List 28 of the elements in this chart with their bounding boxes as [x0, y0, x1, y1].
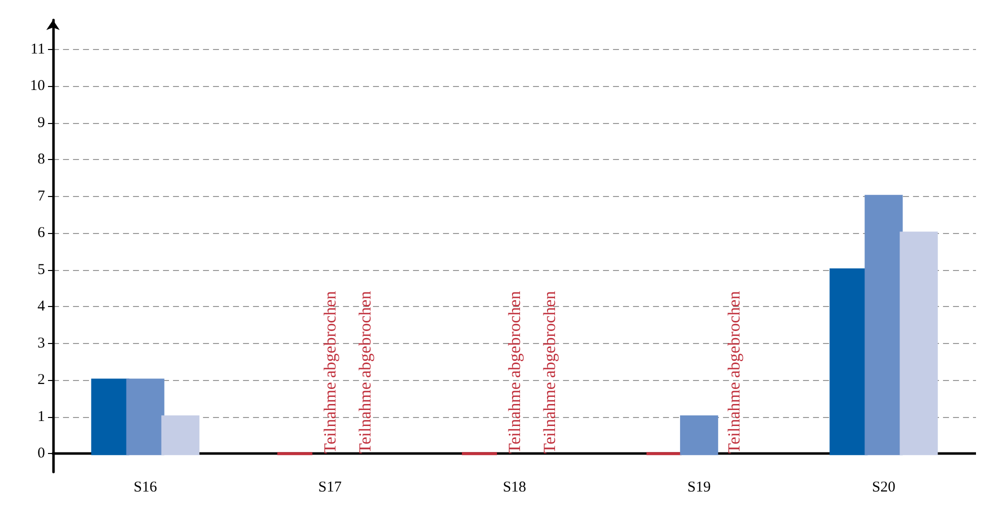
x-tick-label: S17	[318, 480, 342, 496]
y-tick-label: 9	[38, 114, 45, 131]
y-tick-label: 4	[38, 298, 46, 315]
y-tick-label: 5	[38, 262, 45, 278]
y-tick-label: 1	[38, 408, 45, 425]
y-tick-label: 10	[30, 78, 45, 94]
text: Teilnahme abgebrochen	[540, 291, 560, 454]
y-tick-label: 0	[38, 446, 45, 462]
y-tick-label: 7	[38, 188, 46, 204]
y-tick-label: 3	[38, 335, 45, 352]
y-tick-label: 8	[38, 152, 45, 168]
bar	[864, 194, 903, 456]
text: Teilnahme abgebrochen	[505, 291, 524, 454]
text: Teilnahme abgebrochen	[320, 291, 340, 454]
y-tick-label: 6	[38, 225, 46, 242]
y-tick-label: 11	[30, 41, 45, 58]
x-tick-label: S20	[872, 480, 896, 496]
bar	[126, 378, 164, 456]
text: Teilnahme abgebrochen	[724, 291, 744, 454]
bar	[900, 232, 938, 456]
x-tick-label: S18	[502, 480, 526, 496]
y-tick-label: 2	[38, 372, 45, 388]
text: Teilnahme abgebrochen	[355, 291, 374, 454]
bar	[161, 415, 200, 456]
bar	[680, 415, 718, 456]
x-tick-label: S16	[134, 480, 158, 496]
x-tick-label: S19	[687, 480, 711, 496]
bar	[91, 378, 130, 456]
